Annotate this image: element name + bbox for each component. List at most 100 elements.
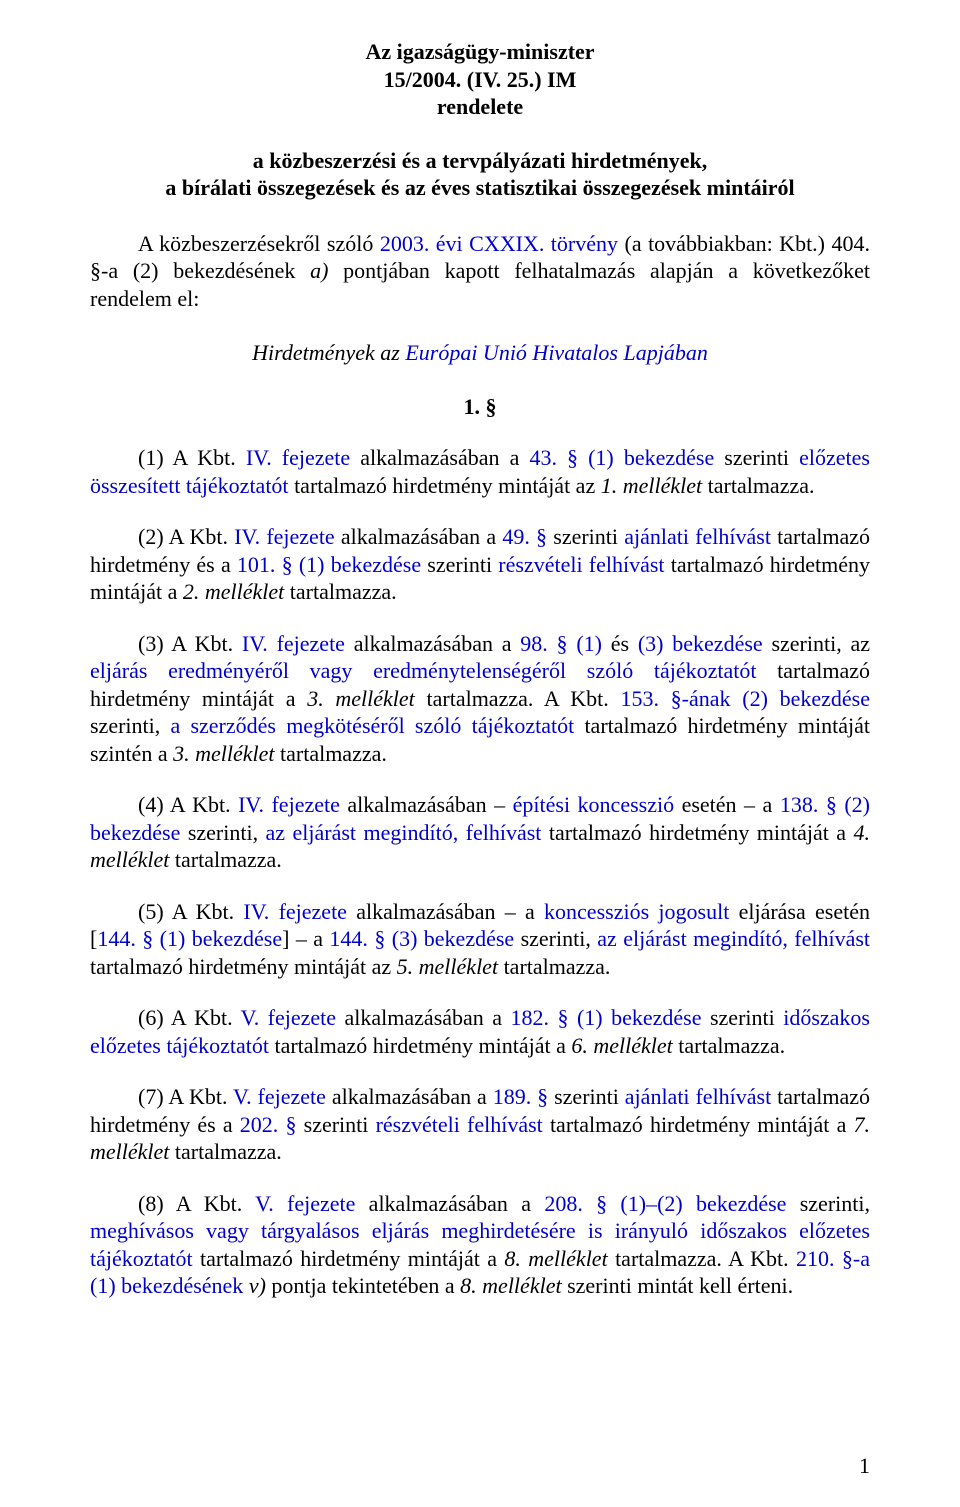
p4-t4: szerinti, bbox=[180, 820, 265, 845]
p8-t4: tartalmazó hirdetmény mintáját a bbox=[193, 1246, 505, 1271]
p8-em3: 8. melléklet bbox=[460, 1273, 561, 1298]
p5-link-3[interactable]: 144. § (1) bekezdése bbox=[97, 926, 282, 951]
paragraph-6: (6) A Kbt. V. fejezete alkalmazásában a … bbox=[90, 1004, 870, 1059]
p5-link-4[interactable]: 144. § (3) bekezdése bbox=[329, 926, 514, 951]
p4-link-1[interactable]: IV. fejezete bbox=[238, 792, 340, 817]
p3-t6: tartalmazza. A Kbt. bbox=[415, 686, 621, 711]
p6-t2: alkalmazásában a bbox=[336, 1005, 510, 1030]
p2-t7: tartalmazza. bbox=[284, 579, 396, 604]
p6-link-1[interactable]: V. fejezete bbox=[241, 1005, 336, 1030]
p1-t5: tartalmazza. bbox=[702, 473, 814, 498]
p1-t2: alkalmazásában a bbox=[350, 445, 529, 470]
paragraph-5: (5) A Kbt. IV. fejezete alkalmazásában –… bbox=[90, 898, 870, 981]
p3-t2: alkalmazásában a bbox=[345, 631, 520, 656]
p7-link-2[interactable]: 189. § bbox=[493, 1084, 548, 1109]
p3-link-2[interactable]: 98. § (1) bbox=[520, 631, 602, 656]
p8-link-2[interactable]: 208. § (1)–(2) bekezdése bbox=[544, 1191, 786, 1216]
p2-link-2[interactable]: 49. § bbox=[502, 524, 547, 549]
p7-t3: szerinti bbox=[548, 1084, 625, 1109]
p7-t5: szerinti bbox=[296, 1112, 375, 1137]
p8-t1: (8) A Kbt. bbox=[138, 1191, 255, 1216]
p3-em2: 3. melléklet bbox=[173, 741, 274, 766]
p2-t2: alkalmazásában a bbox=[335, 524, 503, 549]
paragraph-1: (1) A Kbt. IV. fejezete alkalmazásában a… bbox=[90, 444, 870, 499]
p4-link-4[interactable]: az eljárást megindító, felhívást bbox=[266, 820, 542, 845]
p3-t9: tartalmazza. bbox=[275, 741, 387, 766]
p8-em1: 8. melléklet bbox=[504, 1246, 607, 1271]
p2-em1: 2. melléklet bbox=[183, 579, 284, 604]
p7-t1: (7) A Kbt. bbox=[138, 1084, 233, 1109]
p2-t5: szerinti bbox=[421, 552, 498, 577]
header-line-2: 15/2004. (IV. 25.) IM bbox=[90, 66, 870, 94]
p3-em1: 3. melléklet bbox=[307, 686, 415, 711]
intro-link-1[interactable]: 2003. évi CXXIX. törvény bbox=[380, 231, 618, 256]
p5-t7: tartalmazza. bbox=[498, 954, 610, 979]
p5-em1: 5. melléklet bbox=[397, 954, 498, 979]
p6-t5: tartalmazza. bbox=[673, 1033, 785, 1058]
p2-link-5[interactable]: részvételi felhívást bbox=[498, 552, 664, 577]
p8-t7: pontja tekintetében a bbox=[266, 1273, 460, 1298]
p1-t4: tartalmazó hirdetmény mintáját az bbox=[289, 473, 601, 498]
p5-link-5[interactable]: az eljárást megindító, felhívást bbox=[597, 926, 870, 951]
p5-t6: tartalmazó hirdetmény mintáját az bbox=[90, 954, 397, 979]
p5-t1: (5) A Kbt. bbox=[138, 899, 243, 924]
p7-link-5[interactable]: részvételi felhívást bbox=[376, 1112, 543, 1137]
paragraph-4: (4) A Kbt. IV. fejezete alkalmazásában –… bbox=[90, 791, 870, 874]
p8-t5: tartalmazza. A Kbt. bbox=[608, 1246, 796, 1271]
p3-t1: (3) A Kbt. bbox=[138, 631, 242, 656]
p3-link-6[interactable]: a szerződés megkötéséről szóló tájékozta… bbox=[170, 713, 574, 738]
p1-link-1[interactable]: IV. fejezete bbox=[246, 445, 350, 470]
p7-link-4[interactable]: 202. § bbox=[240, 1112, 297, 1137]
p7-t6: tartalmazó hirdetmény mintáját a bbox=[543, 1112, 854, 1137]
p5-t5: szerinti, bbox=[514, 926, 597, 951]
subtitle: a közbeszerzési és a tervpályázati hirde… bbox=[90, 147, 870, 202]
p5-link-2[interactable]: koncessziós jogosult bbox=[544, 899, 729, 924]
p5-t2: alkalmazásában – a bbox=[347, 899, 544, 924]
paragraph-8: (8) A Kbt. V. fejezete alkalmazásában a … bbox=[90, 1190, 870, 1300]
p2-link-4[interactable]: 101. § (1) bekezdése bbox=[237, 552, 421, 577]
p8-t8: szerinti mintát kell érteni. bbox=[562, 1273, 794, 1298]
p4-t2: alkalmazásában – bbox=[340, 792, 513, 817]
p2-t3: szerinti bbox=[547, 524, 624, 549]
paragraph-2: (2) A Kbt. IV. fejezete alkalmazásában a… bbox=[90, 523, 870, 606]
p7-link-3[interactable]: ajánlati felhívást bbox=[625, 1084, 771, 1109]
p1-t3: szerinti bbox=[714, 445, 799, 470]
p6-link-2[interactable]: 182. § (1) bekezdése bbox=[511, 1005, 702, 1030]
p5-link-1[interactable]: IV. fejezete bbox=[243, 899, 347, 924]
p3-link-5[interactable]: 153. §-ának (2) bekezdése bbox=[620, 686, 870, 711]
section-number: 1. § bbox=[90, 394, 870, 420]
p1-em1: 1. melléklet bbox=[601, 473, 702, 498]
intro-em1: a) bbox=[310, 258, 328, 283]
p6-t3: szerinti bbox=[702, 1005, 784, 1030]
p4-t6: tartalmazza. bbox=[169, 847, 281, 872]
p6-t1: (6) A Kbt. bbox=[138, 1005, 241, 1030]
p7-link-1[interactable]: V. fejezete bbox=[233, 1084, 326, 1109]
p8-t3: szerinti, bbox=[786, 1191, 870, 1216]
document-page: Az igazságügy-miniszter 15/2004. (IV. 25… bbox=[0, 0, 960, 1507]
paragraph-7: (7) A Kbt. V. fejezete alkalmazásában a … bbox=[90, 1083, 870, 1166]
header-line-3: rendelete bbox=[90, 93, 870, 121]
p1-link-2[interactable]: 43. § (1) bekezdése bbox=[529, 445, 714, 470]
intro-paragraph: A közbeszerzésekről szóló 2003. évi CXXI… bbox=[90, 230, 870, 313]
p7-t2: alkalmazásában a bbox=[326, 1084, 493, 1109]
p4-t1: (4) A Kbt. bbox=[138, 792, 238, 817]
section-heading-link-1[interactable]: Európai Unió Hivatalos Lapjában bbox=[405, 340, 708, 365]
header-line-1: Az igazságügy-miniszter bbox=[90, 38, 870, 66]
section-heading-t1: Hirdetmények az bbox=[252, 340, 405, 365]
p3-link-4[interactable]: eljárás eredményéről vagy eredménytelens… bbox=[90, 658, 757, 683]
section-heading: Hirdetmények az Európai Unió Hivatalos L… bbox=[90, 340, 870, 366]
subtitle-line-1: a közbeszerzési és a tervpályázati hirde… bbox=[253, 148, 708, 173]
p4-link-2[interactable]: építési koncesszió bbox=[513, 792, 674, 817]
p2-link-1[interactable]: IV. fejezete bbox=[234, 524, 334, 549]
p3-link-3[interactable]: (3) bekezdése bbox=[638, 631, 763, 656]
p8-link-1[interactable]: V. fejezete bbox=[255, 1191, 355, 1216]
p8-t2: alkalmazásában a bbox=[355, 1191, 544, 1216]
p3-link-1[interactable]: IV. fejezete bbox=[242, 631, 345, 656]
p2-link-3[interactable]: ajánlati felhívást bbox=[624, 524, 771, 549]
subtitle-line-2: a bírálati összegezések és az éves stati… bbox=[165, 175, 794, 200]
p7-t7: tartalmazza. bbox=[169, 1139, 281, 1164]
p8-em2: v) bbox=[249, 1273, 266, 1298]
p4-t3: esetén – a bbox=[674, 792, 780, 817]
p4-t5: tartalmazó hirdetmény mintáját a bbox=[541, 820, 853, 845]
p5-t4: ] – a bbox=[282, 926, 329, 951]
